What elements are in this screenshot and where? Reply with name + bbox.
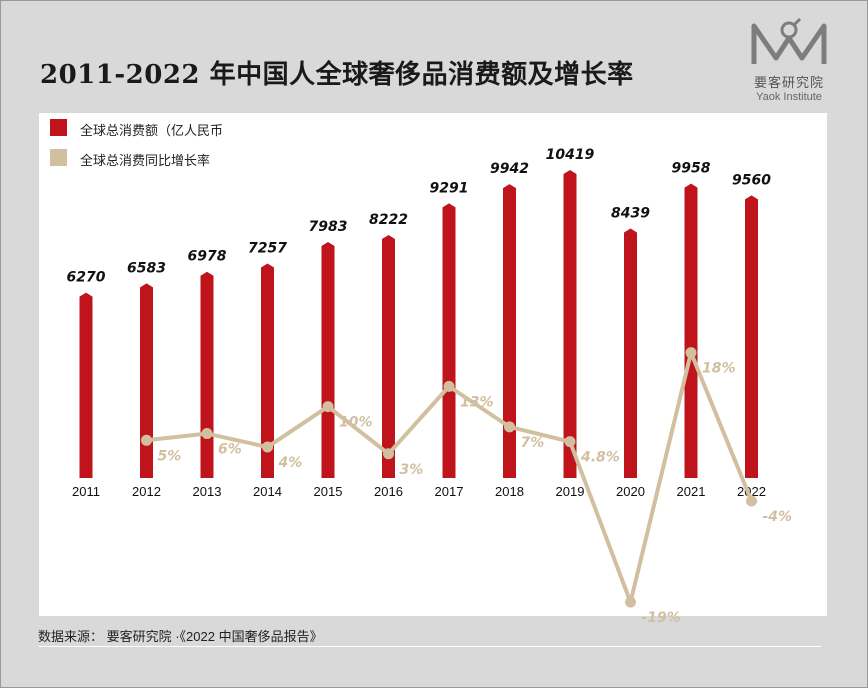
growth-point-2014 <box>262 441 273 453</box>
growth-label-2013: 6% <box>218 442 242 458</box>
growth-label-2015: 10% <box>339 415 373 431</box>
growth-label-2016: 3% <box>400 462 424 478</box>
x-tick-label-2020: 2020 <box>616 484 645 499</box>
growth-point-2018 <box>504 421 515 433</box>
yaok-logo: 要客研究院 Yaok Institute <box>744 14 834 106</box>
bar-value-label-2011: 6270 <box>67 270 106 286</box>
growth-point-2021 <box>685 347 697 359</box>
bar-2011 <box>79 292 93 478</box>
bar-value-label-2021: 9958 <box>672 161 711 177</box>
bar-value-label-2018: 9942 <box>490 161 529 177</box>
growth-point-2019 <box>564 436 576 448</box>
bar-2012 <box>140 283 153 478</box>
bar-value-label-2012: 6583 <box>127 260 166 276</box>
bar-2017 <box>442 203 456 479</box>
bar-2013 <box>200 271 214 478</box>
x-tick-label-2017: 2017 <box>435 484 464 499</box>
bar-value-label-2016: 8222 <box>369 212 408 228</box>
growth-label-2014: 4% <box>278 455 303 471</box>
logo-name-en: Yaok Institute <box>756 91 822 103</box>
bar-2018 <box>503 184 516 479</box>
chart-title: 2011-2022 年中国人全球奢侈品消费额及增长率 <box>40 60 634 90</box>
bar-2019 <box>563 170 577 478</box>
bar-value-label-2014: 7257 <box>248 240 287 256</box>
growth-point-2020 <box>625 596 636 608</box>
legend-label-spend: 全球总消费额（亿人民币 <box>80 123 224 138</box>
growth-label-2020: -19% <box>642 610 681 626</box>
x-tick-label-2015: 2015 <box>314 484 343 499</box>
bar-value-label-2017: 9291 <box>430 180 469 196</box>
bar-2021 <box>684 183 698 478</box>
logo-name-cn: 要客研究院 <box>753 75 824 90</box>
growth-label-2012: 5% <box>158 448 182 464</box>
x-tick-label-2014: 2014 <box>253 484 282 499</box>
legend-swatch-spend <box>50 119 67 136</box>
bar-value-label-2020: 8439 <box>611 206 650 222</box>
growth-label-2017: 13% <box>460 394 494 410</box>
growth-point-2012 <box>141 434 152 446</box>
x-tick-label-2021: 2021 <box>677 484 706 499</box>
x-tick-label-2011: 2011 <box>72 484 100 499</box>
bar-2014 <box>261 263 274 478</box>
x-tick-label-2019: 2019 <box>556 484 585 499</box>
bar-2015 <box>321 242 335 478</box>
growth-point-2016 <box>383 448 394 460</box>
growth-point-2017 <box>443 380 455 392</box>
growth-label-2021: 18% <box>702 361 736 377</box>
bar-2020 <box>624 228 637 478</box>
x-tick-label-2016: 2016 <box>374 484 403 499</box>
x-tick-label-2012: 2012 <box>132 484 161 499</box>
growth-point-2022 <box>746 495 757 507</box>
growth-point-2013 <box>201 428 213 440</box>
yaok-logo-icon <box>751 17 827 64</box>
bar-value-label-2015: 7983 <box>309 219 348 235</box>
bar-2016 <box>382 234 395 478</box>
bar-value-label-2013: 6978 <box>188 249 227 265</box>
bar-2022 <box>745 195 758 478</box>
source-note: 数据来源： 要客研究院 ·《2022 中国奢侈品报告》 <box>38 629 323 644</box>
bottom-rule <box>39 646 821 647</box>
x-tick-label-2013: 2013 <box>193 484 222 499</box>
growth-label-2019: 4.8% <box>580 450 620 466</box>
x-tick-label-2018: 2018 <box>495 484 524 499</box>
legend-label-growth: 全球总消费同比增长率 <box>80 153 211 168</box>
bar-value-label-2019: 10419 <box>546 147 595 163</box>
growth-label-2022: -4% <box>763 509 793 525</box>
legend-swatch-growth <box>50 149 67 166</box>
growth-point-2015 <box>322 401 334 413</box>
bar-value-label-2022: 9560 <box>732 172 771 188</box>
growth-label-2018: 7% <box>521 435 545 451</box>
